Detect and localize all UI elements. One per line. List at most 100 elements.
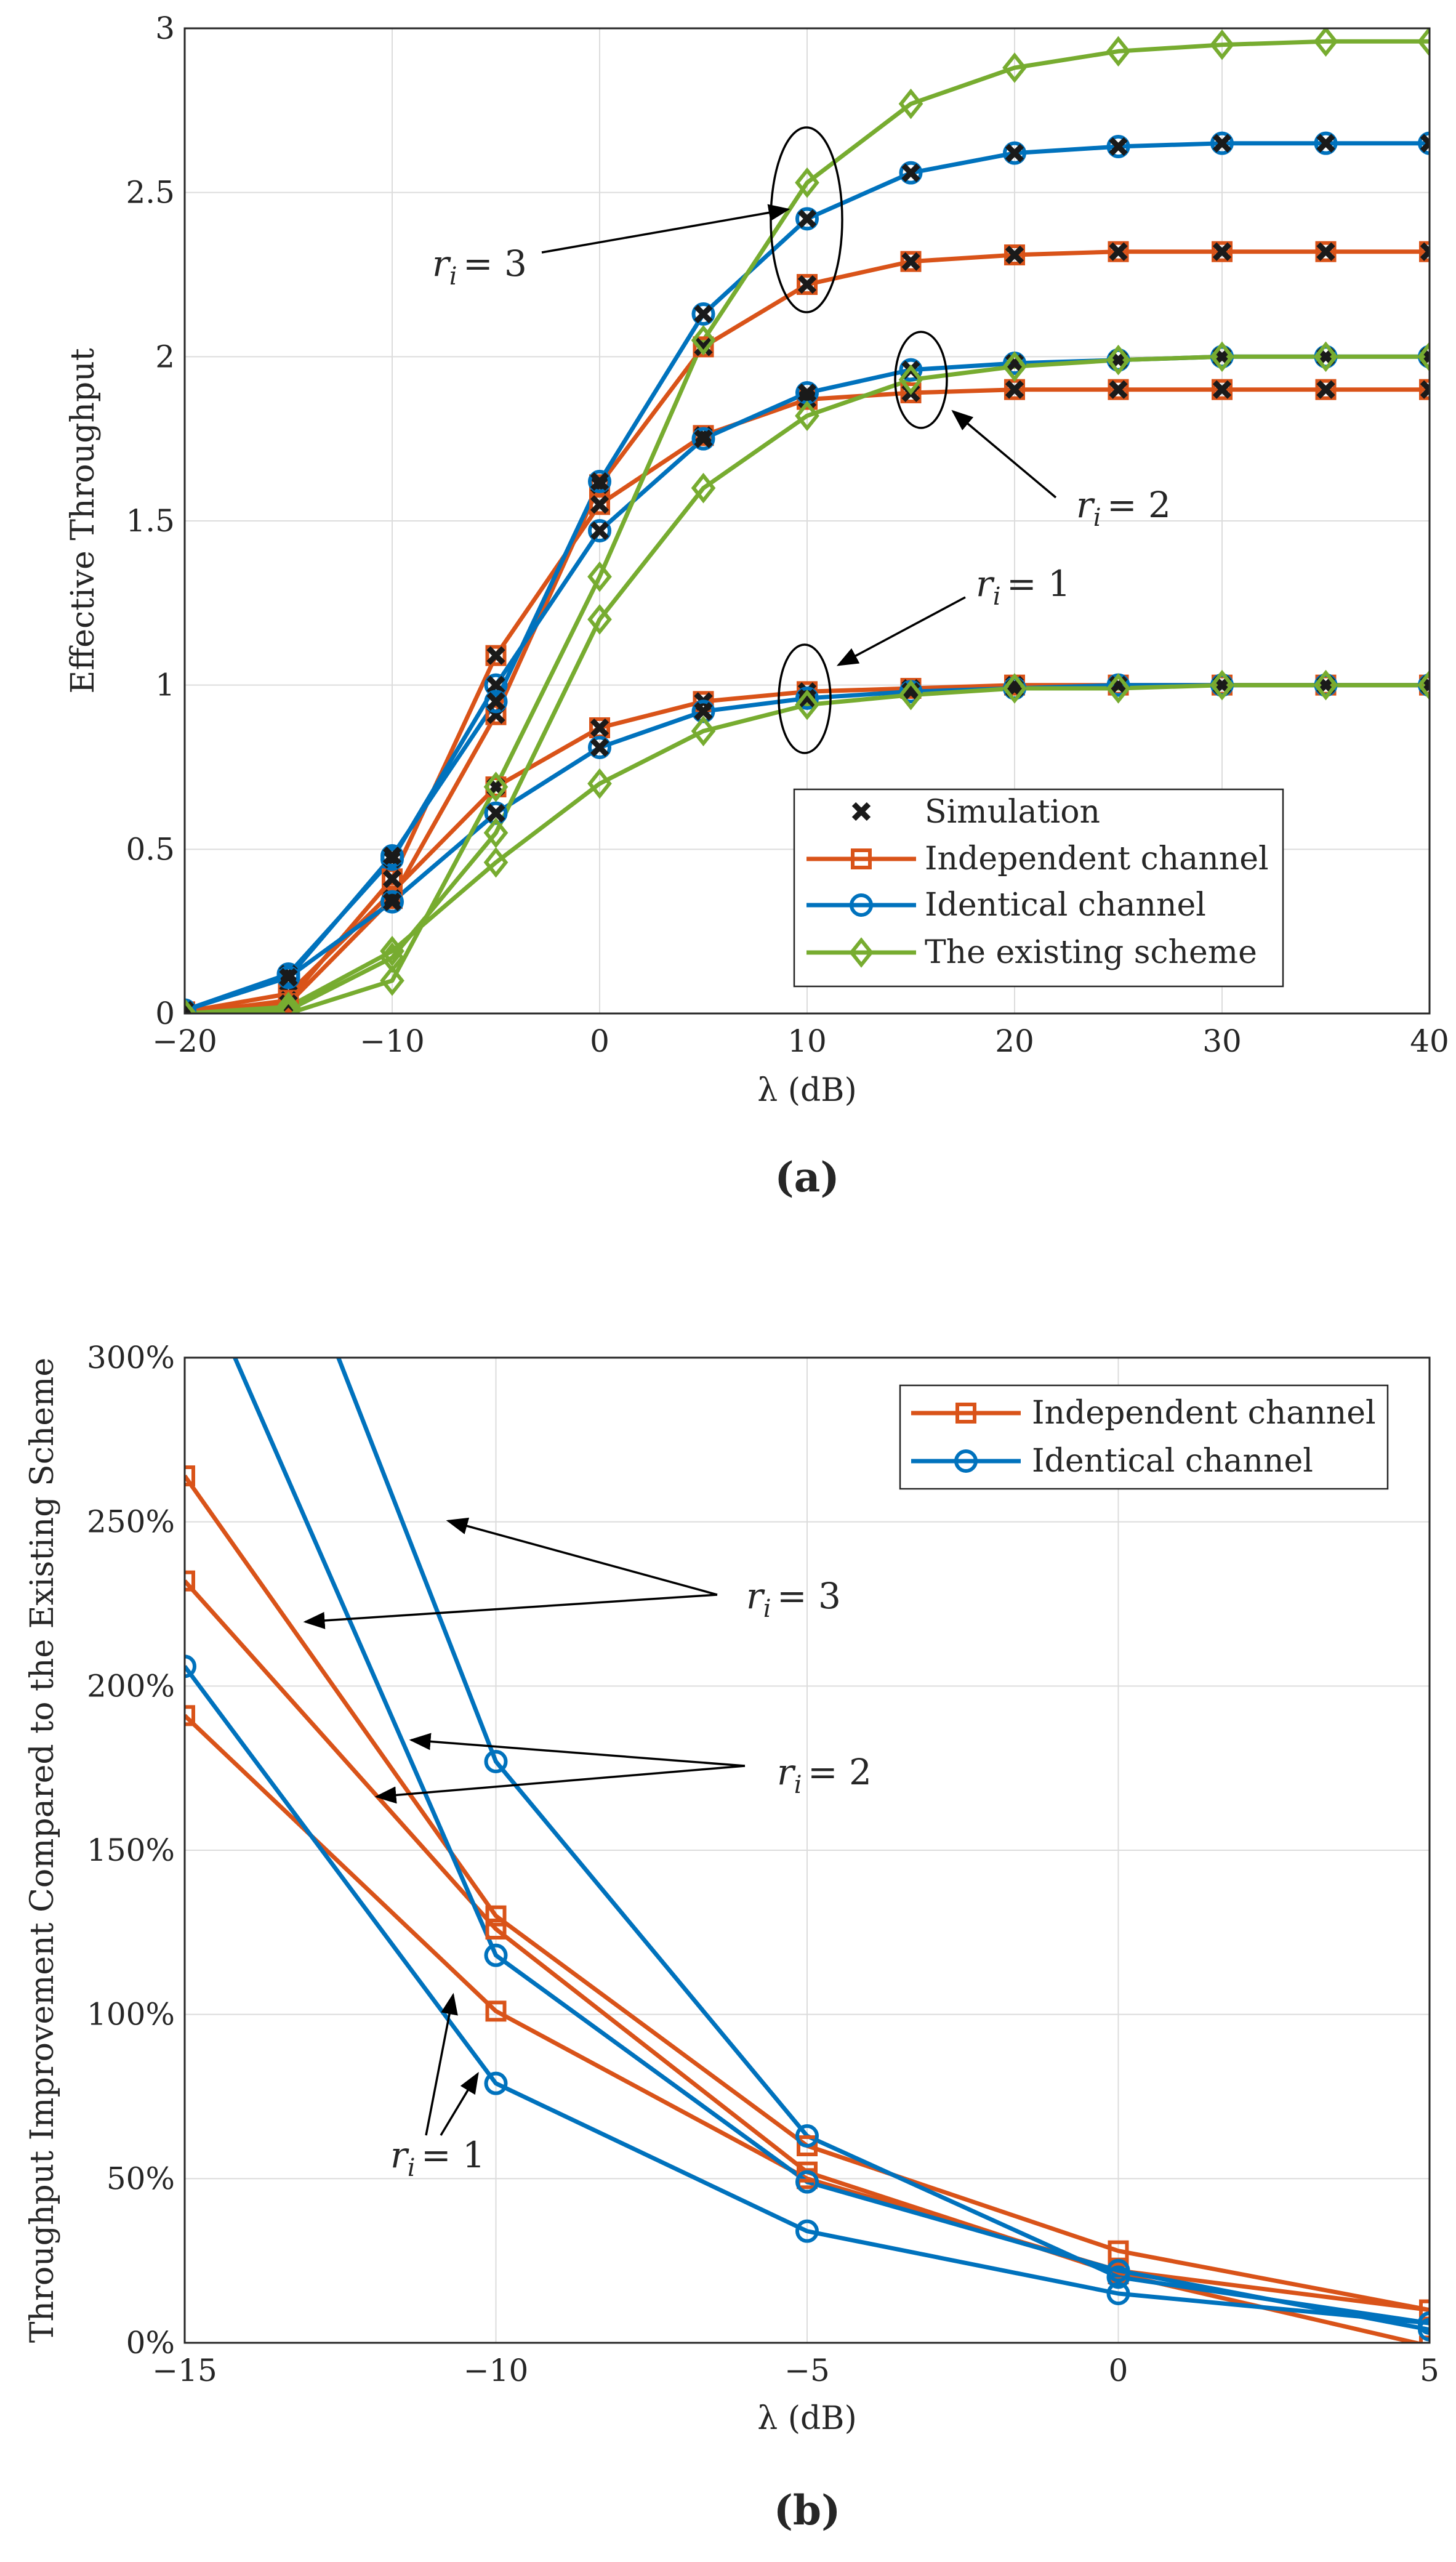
a-series-the-existing-scheme-ri1-point [691,715,716,747]
a-series-identical-channel-ri3-simulation-point [901,163,920,182]
b-x-tick-label: 5 [1420,2353,1439,2388]
a-series-independent-channel-ri2-simulation-point [382,869,402,888]
b-legend-marker-independent [955,1403,976,1424]
chart-b: −15 −10 −5 0 50%50%100%150%200%250%300% λ (d… [24,1233,1439,2534]
a-annotation-ri-3-ellipse [770,126,843,313]
a-series-identical-channel-ri3-point [185,998,196,1013]
b-series-identical-channel-ri1-point [484,2071,508,2095]
a-series-the-existing-scheme-ri1-point [587,768,612,799]
b-series-independent-channel-ri2-point [185,1570,195,1592]
a-series-independent-channel-ri3-point [1419,241,1430,262]
b-series-identical-channel-ri1-point [795,2219,819,2243]
b-tick-labels: −15 −10 −5 0 50%50%100%150%200%250%300% [87,1340,1439,2388]
a-y-tick-label: 0.5 [126,831,175,867]
a-annotation-ri-3-text: = 3 [463,243,527,284]
a-annotation-ri-2-arrow [951,409,1057,499]
b-annotation-ri-3-arrow-2 [303,1593,718,1629]
a-series-identical-channel-ri2-simulation-point [797,383,817,403]
a-series-independent-channel-ri2-simulation-point [1316,380,1335,399]
a-series-identical-channel-ri3-simulation-point [694,304,713,324]
a-series-identical-channel-ri3-simulation-point [797,209,817,228]
a-series-identical-channel-ri3-point [691,302,715,326]
a-series-independent-channel-ri3-point [485,704,507,725]
b-x-tick-label: 0 [1109,2353,1128,2388]
a-series-identical-channel-ri3-simulation-point [382,846,402,866]
a-series-the-existing-scheme-ri2-point [1106,344,1131,376]
b-series-identical-channel-ri3-point [484,1750,508,1773]
b-annotation-ri-3-arrow-1 [446,1517,718,1596]
a-series-identical-channel-ri2-point [691,427,715,451]
a-plot-frame [183,27,1431,1015]
b-annotation-ri-1: ri = 1 [390,1992,485,2182]
a-series-identical-channel-ri2-simulation-point [486,675,505,695]
b-series-identical-channel-ri2-point [795,2170,819,2194]
a-series-the-existing-scheme-ri2-point [587,604,612,635]
a-series-identical-channel-ri1-point [588,736,611,759]
a-series-independent-channel-ri3-simulation-point [1212,242,1232,261]
a-series-independent-channel-ri2-simulation-point [1212,380,1232,399]
b-x-axis-label: λ (dB) [757,2400,857,2437]
b-x-tick-label: −5 [784,2353,830,2388]
b-annotation-ri-3-text: = 3 [777,1575,841,1617]
a-legend-label-identical: Identical channel [925,887,1206,924]
a-series-the-existing-scheme-ri1-point [483,847,509,878]
a-series-identical-channel-ri3-point [276,965,300,989]
a-series-independent-channel-ri3-point [900,251,922,272]
a-y-tick-label: 3 [155,10,175,46]
a-series-independent-channel-ri3-point [797,274,818,295]
a-series-the-existing-scheme-ri1-point [1313,669,1338,701]
a-series-the-existing-scheme-ri1-point [276,991,301,1013]
b-legend-marker-identical [954,1449,978,1473]
a-y-tick-label: 1.5 [126,503,175,539]
a-y-tick-label: 2 [155,339,175,374]
a-legend-label-independent: Independent channel [925,840,1269,877]
a-series-independent-channel-ri3-simulation-point [694,337,713,357]
a-y-tick-label: 2.5 [126,175,175,211]
b-series-independent-channel-ri2-point [797,2161,818,2183]
a-series-identical-channel-ri3-simulation-point [1005,143,1024,163]
a-series-identical-channel-ri3-point [1003,141,1026,165]
b-series-identical-channel-ri3-point [1106,2265,1130,2289]
b-series-identical-channel-ri2-point [1418,2318,1430,2342]
b-series-identical-channel-ri2-point [175,1233,195,1252]
b-series-identical-channel-ri1-line [185,1665,1430,2326]
a-series-identical-channel-ri1-point [795,687,819,710]
a-series-independent-channel-ri3-point [1315,241,1337,262]
a-x-axis-label: λ (dB) [757,1072,857,1109]
a-series-independent-channel-ri2-point [900,382,922,403]
a-series-identical-channel-ri3-point [380,844,404,868]
b-panel-label: (b) [774,2486,841,2534]
a-series-identical-channel-ri1-simulation-point [486,804,505,823]
a-series-identical-channel-ri2-point [484,673,508,697]
a-series-the-existing-scheme-ri3-point [276,998,301,1013]
a-legend-label-existing: The existing scheme [925,934,1257,971]
b-series-independent-channel-ri1-line [185,1714,1430,2313]
a-series-independent-channel-ri2-simulation-point [1109,380,1128,399]
a-series-identical-channel-ri2-point [899,358,923,382]
a-series-identical-channel-ri1-simulation-point [797,688,817,708]
a-legend-marker-identical [850,893,873,917]
a-x-tick-label: 20 [995,1023,1034,1059]
a-series-independent-channel-ri2-point [1419,379,1430,400]
a-annotation-ri-1-arrow [836,596,966,666]
b-series-independent-channel-ri1-point [185,1705,195,1726]
a-annotation-ri-2-var: ri [1076,484,1101,532]
b-annotation-ri-1-var: ri [390,2134,416,2182]
b-series-independent-channel-ri2-point [485,1919,507,1940]
a-series-identical-channel-ri3-point [795,207,819,231]
a-series-identical-channel-ri3-point [484,690,508,714]
a-series-identical-channel-ri3-simulation-point [279,968,298,987]
a-x-tick-label: −10 [360,1023,425,1059]
a-legend-marker-existing [849,937,874,968]
a-x-tick-label: 40 [1410,1023,1449,1059]
a-series-independent-channel-ri1-simulation-point [590,718,609,738]
a-series-the-existing-scheme-ri2-point [276,994,301,1013]
a-series-the-existing-scheme-ri3-line [185,39,1430,1013]
a-series-identical-channel-ri3-point [899,161,923,185]
a-series-the-existing-scheme-ri3-point [185,998,197,1013]
b-legend-box [899,1384,1389,1490]
a-series-the-existing-scheme-ri2-point [1002,351,1027,382]
b-annotation-ri-1-arrow-2 [440,2071,479,2136]
a-series-identical-channel-ri2-simulation-point [590,521,609,541]
